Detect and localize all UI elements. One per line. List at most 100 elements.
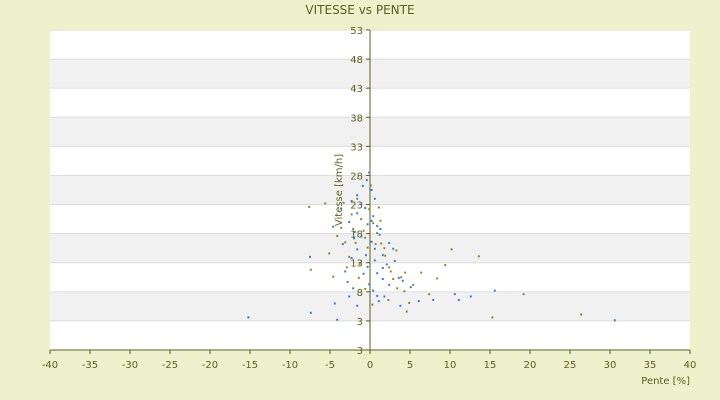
chart-title: VITESSE vs PENTE [305, 3, 414, 17]
data-point [361, 184, 364, 187]
data-point [365, 179, 368, 182]
data-point [376, 272, 379, 275]
data-point [384, 254, 387, 257]
data-point [388, 266, 391, 269]
data-point [366, 223, 369, 226]
data-point [396, 287, 399, 290]
x-tick-label: -35 [82, 360, 98, 371]
data-point [360, 203, 363, 206]
data-point [309, 311, 312, 314]
data-point [408, 301, 411, 304]
data-point [444, 264, 447, 267]
data-point [352, 287, 355, 290]
y-tick-label: 53 [350, 26, 363, 37]
data-point [522, 293, 525, 296]
data-point [356, 212, 359, 215]
data-point [344, 270, 347, 273]
data-point [336, 234, 339, 237]
data-point [613, 319, 616, 322]
data-point [373, 247, 376, 250]
data-point [366, 246, 369, 249]
data-point [379, 219, 382, 222]
x-tick-label: -25 [162, 360, 178, 371]
data-point [417, 300, 420, 303]
data-point [405, 310, 408, 313]
x-tick-label: 15 [484, 360, 497, 371]
data-point [373, 197, 376, 200]
data-point [381, 266, 384, 269]
data-point [348, 255, 351, 258]
data-point [371, 303, 374, 306]
y-tick-label: 8 [357, 288, 363, 299]
data-point [356, 197, 359, 200]
data-point [350, 213, 353, 216]
data-point [380, 242, 383, 245]
data-point [388, 283, 391, 286]
data-point [400, 276, 403, 279]
data-point [392, 247, 395, 250]
data-point [383, 295, 386, 298]
data-point [336, 318, 339, 321]
data-point [420, 271, 423, 274]
data-point [369, 184, 372, 187]
data-point [309, 255, 311, 258]
y-tick-label: 23 [350, 201, 363, 212]
data-point [378, 233, 381, 236]
data-point [403, 290, 406, 293]
data-point [340, 226, 343, 229]
data-point [362, 272, 365, 275]
data-point [469, 295, 472, 298]
data-point [377, 206, 380, 209]
data-point [364, 207, 367, 210]
data-point [328, 252, 331, 255]
data-point [358, 262, 361, 265]
y-tick-label: 3 [357, 346, 363, 357]
x-tick-label: -10 [282, 360, 298, 371]
y-tick-label: 38 [350, 113, 363, 124]
y-tick-label: 3 [357, 317, 363, 328]
data-point [368, 283, 371, 286]
data-point [409, 286, 412, 289]
data-point [373, 259, 376, 262]
data-point [381, 254, 384, 257]
data-point [356, 304, 359, 307]
x-tick-label: -30 [122, 360, 138, 371]
data-point [388, 241, 391, 244]
data-point [412, 283, 415, 286]
data-point [383, 247, 386, 250]
data-point [366, 265, 369, 268]
x-tick-label: 25 [564, 360, 577, 371]
y-tick-label: 33 [350, 142, 363, 153]
data-point [370, 189, 373, 191]
y-tick-label: 28 [350, 171, 363, 182]
data-point [457, 298, 460, 301]
data-point [333, 302, 336, 305]
data-point [350, 257, 353, 260]
data-point [399, 304, 402, 307]
x-tick-label: 35 [644, 360, 657, 371]
y-tick-label: 13 [350, 259, 363, 270]
data-point [356, 194, 359, 197]
data-point [362, 229, 365, 232]
data-point [377, 300, 380, 303]
data-point [404, 271, 407, 274]
data-point [372, 289, 375, 292]
data-point [346, 280, 349, 283]
x-tick-label: -15 [242, 360, 258, 371]
data-point [491, 316, 494, 319]
data-point [247, 316, 250, 319]
data-point [493, 289, 496, 292]
x-axis-label: Pente [%] [641, 376, 690, 387]
data-point [374, 243, 377, 246]
data-point [580, 313, 583, 316]
data-point [364, 236, 367, 239]
data-point [342, 201, 345, 204]
data-point [477, 255, 480, 258]
data-point [385, 263, 388, 266]
x-tick-label: 20 [524, 360, 537, 371]
data-point [368, 208, 371, 211]
data-point [393, 259, 396, 262]
data-point [387, 298, 390, 301]
x-tick-label: 40 [684, 360, 697, 371]
data-point [436, 277, 439, 280]
